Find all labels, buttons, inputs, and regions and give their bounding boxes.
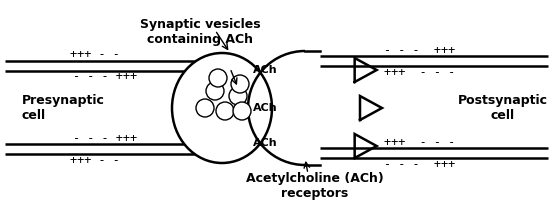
Text: ACh: ACh <box>253 65 278 75</box>
Text: Acetylcholine (ACh)
receptors: Acetylcholine (ACh) receptors <box>246 172 384 200</box>
Circle shape <box>196 99 214 117</box>
Text: - - -  +++: - - - +++ <box>384 157 456 170</box>
Text: - - -  +++: - - - +++ <box>384 43 456 57</box>
Text: +++ - -: +++ - - <box>70 154 120 167</box>
Text: - - - +++: - - - +++ <box>73 132 137 145</box>
Circle shape <box>233 102 251 120</box>
Text: +++  - - -: +++ - - - <box>384 135 456 149</box>
Circle shape <box>206 82 224 100</box>
Text: Postsynaptic
cell: Postsynaptic cell <box>458 94 548 122</box>
Text: +++ - -: +++ - - <box>70 49 120 62</box>
Text: Presynaptic
cell: Presynaptic cell <box>22 94 105 122</box>
Text: Synaptic vesicles
containing ACh: Synaptic vesicles containing ACh <box>139 18 260 46</box>
Text: ACh: ACh <box>253 138 278 148</box>
Circle shape <box>231 75 249 93</box>
Ellipse shape <box>172 53 272 163</box>
Text: ACh: ACh <box>253 103 278 113</box>
Text: +++  - - -: +++ - - - <box>384 65 456 78</box>
Circle shape <box>216 102 234 120</box>
Circle shape <box>209 69 227 87</box>
Circle shape <box>229 87 247 105</box>
Text: - - - +++: - - - +++ <box>73 70 137 84</box>
